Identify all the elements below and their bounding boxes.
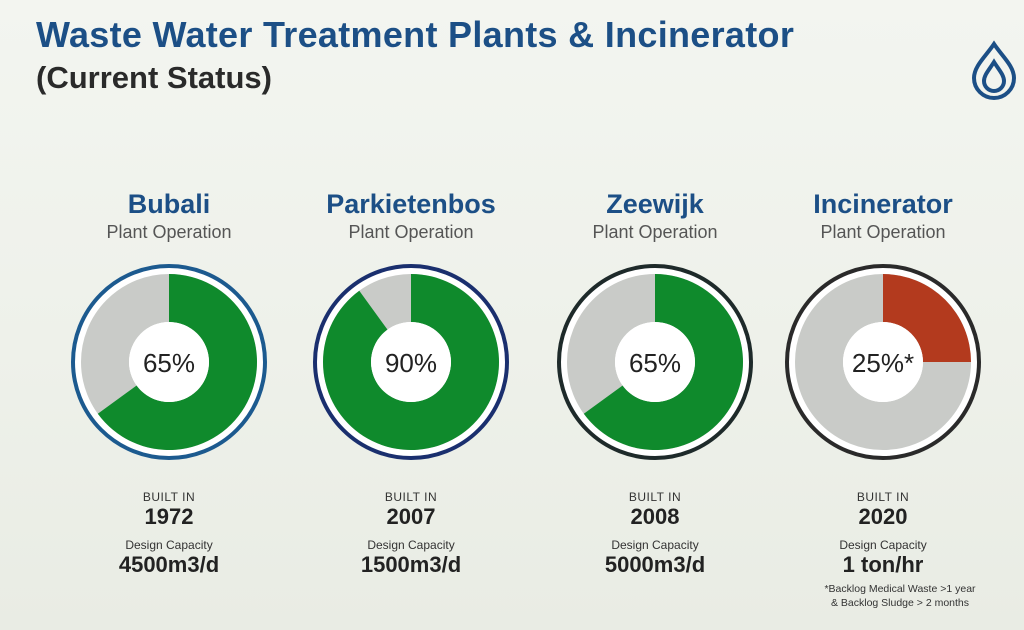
plant-subtitle: Plant Operation (592, 222, 718, 242)
donut-value-label: 65% (629, 348, 681, 378)
plant-card-incinerator: Incinerator Plant Operation 25%* BUILT I… (768, 188, 998, 578)
built-in-label: BUILT IN (384, 490, 438, 504)
design-capacity-label: Design Capacity (125, 538, 213, 552)
plant-name: Zeewijk (606, 189, 704, 219)
plant-name: Incinerator (813, 189, 953, 219)
design-capacity-value: 4500m3/d (118, 552, 220, 577)
design-capacity-label: Design Capacity (367, 538, 455, 552)
water-drop-logo-icon (971, 40, 1017, 100)
plant-subtitle: Plant Operation (820, 222, 946, 242)
design-capacity-label: Design Capacity (839, 538, 927, 552)
built-year: 1972 (144, 504, 194, 529)
built-in-label: BUILT IN (856, 490, 910, 504)
design-capacity-value: 5000m3/d (604, 552, 706, 577)
design-capacity-label: Design Capacity (611, 538, 699, 552)
donut-value-label: 65% (143, 348, 195, 378)
plant-subtitle: Plant Operation (348, 222, 474, 242)
footnote-line: & Backlog Sludge > 2 months (830, 597, 970, 609)
plant-card-zeewijk: Zeewijk Plant Operation 65% BUILT IN 200… (540, 188, 770, 578)
page-subtitle: (Current Status) (36, 60, 272, 95)
built-year: 2008 (630, 504, 680, 529)
page-title: Waste Water Treatment Plants & Incinerat… (36, 14, 795, 55)
donut-value-slice (323, 274, 499, 450)
footnote: *Backlog Medical Waste >1 year & Backlog… (790, 582, 1010, 610)
donut-center (371, 322, 451, 402)
donut-value-label: 25%* (852, 348, 914, 378)
built-in-label: BUILT IN (142, 490, 196, 504)
donut-value-slice (97, 274, 257, 450)
donut-value-label: 90% (385, 348, 437, 378)
donut-chart-parkietenbos: 90% (313, 264, 509, 460)
plant-name: Bubali (127, 189, 211, 219)
built-in-label: BUILT IN (628, 490, 682, 504)
built-year: 2007 (386, 504, 436, 529)
plant-subtitle: Plant Operation (106, 222, 232, 242)
donut-center (129, 322, 209, 402)
donut-chart-incinerator: 25%* (785, 264, 981, 460)
plant-card-bubali: Bubali Plant Operation 65% BUILT IN 1972… (54, 188, 284, 578)
donut-value-slice (883, 274, 971, 362)
donut-chart-bubali: 65% (71, 264, 267, 460)
plant-card-parkietenbos: Parkietenbos Plant Operation 90% BUILT I… (296, 188, 526, 578)
design-capacity-value: 1 ton/hr (842, 552, 924, 577)
design-capacity-value: 1500m3/d (360, 552, 462, 577)
donut-center (615, 322, 695, 402)
built-year: 2020 (858, 504, 908, 529)
donut-center (843, 322, 923, 402)
donut-chart-zeewijk: 65% (557, 264, 753, 460)
donut-value-slice (583, 274, 743, 450)
plant-name: Parkietenbos (326, 189, 496, 219)
footnote-line: *Backlog Medical Waste >1 year (824, 583, 976, 595)
